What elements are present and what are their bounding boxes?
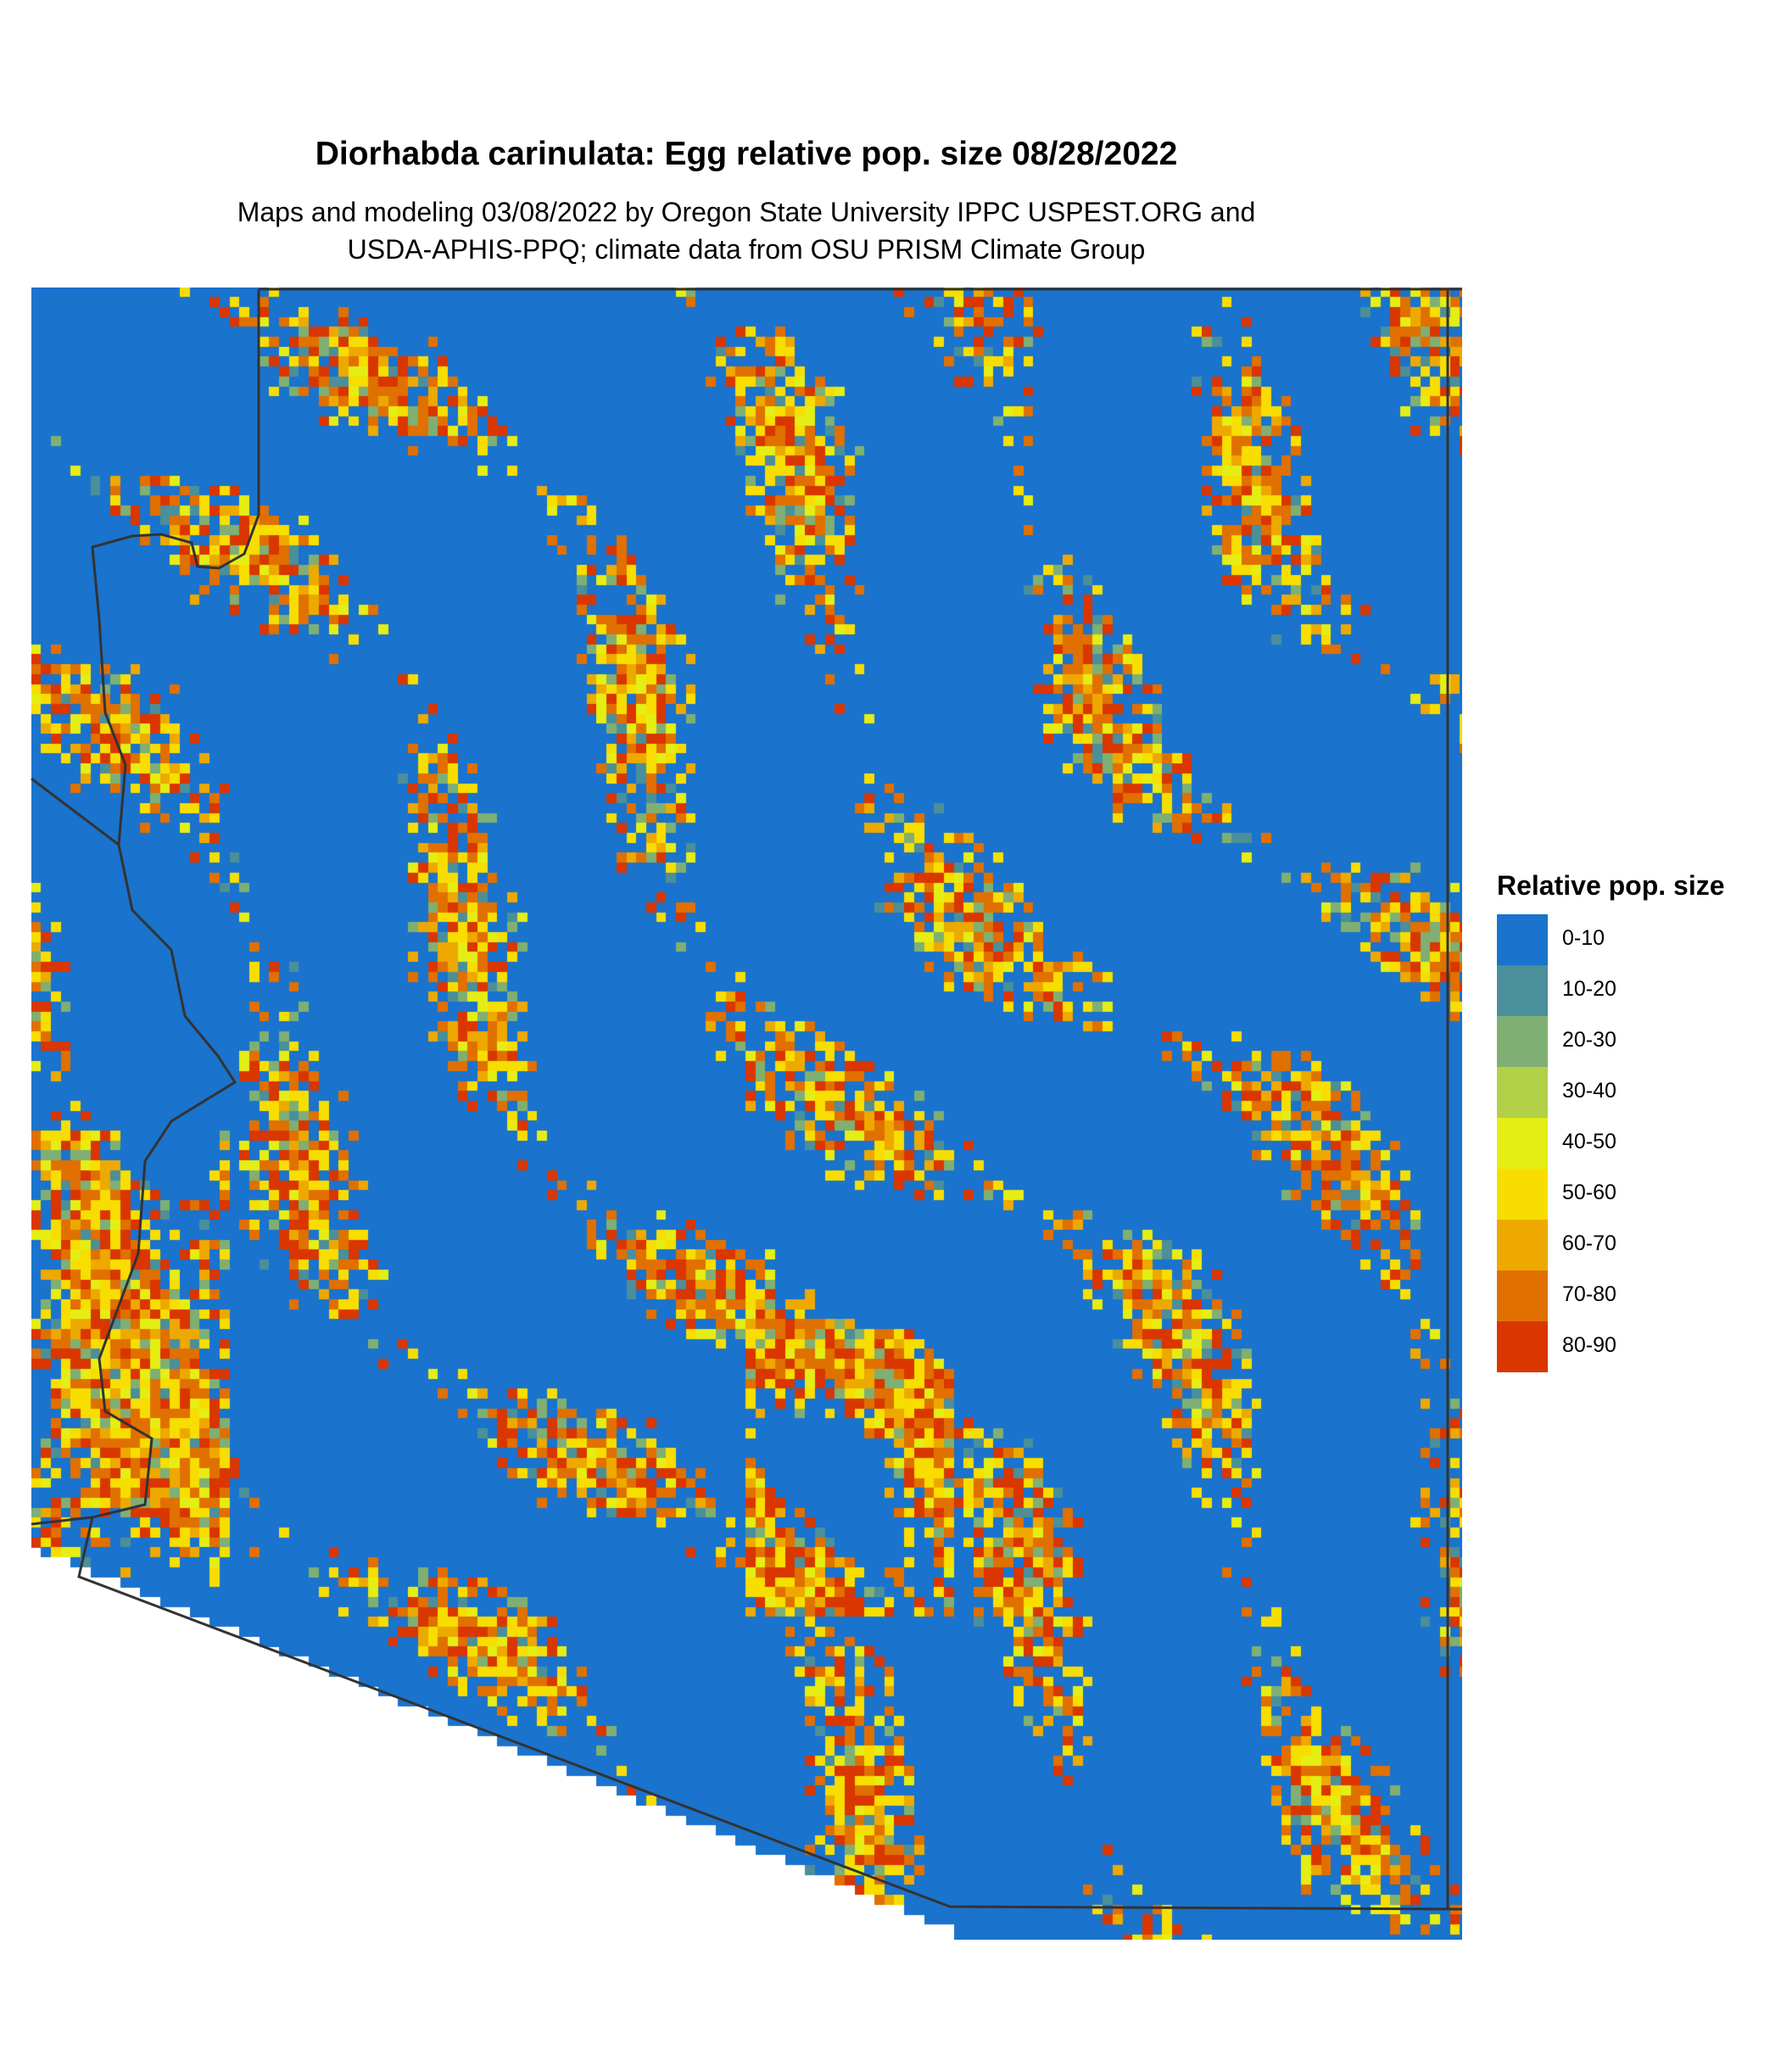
legend-item: 80-90 [1497,1321,1751,1372]
legend-swatch [1497,1118,1548,1169]
legend-label: 0-10 [1562,926,1605,950]
legend-item: 50-60 [1497,1169,1751,1220]
legend-swatch [1497,1016,1548,1067]
legend-label: 30-40 [1562,1079,1616,1103]
legend-label: 70-80 [1562,1282,1616,1306]
legend-item: 20-30 [1497,1016,1751,1067]
legend-swatch [1497,1220,1548,1271]
population-raster-map [31,288,1462,1940]
map-subtitle: Maps and modeling 03/08/2022 by Oregon S… [0,193,1493,268]
legend-item: 0-10 [1497,914,1751,965]
legend-item: 60-70 [1497,1220,1751,1271]
legend-label: 20-30 [1562,1028,1616,1052]
subtitle-line-1: Maps and modeling 03/08/2022 by Oregon S… [237,197,1256,227]
legend-label: 10-20 [1562,977,1616,1001]
legend-swatch [1497,1169,1548,1220]
subtitle-line-2: USDA-APHIS-PPQ; climate data from OSU PR… [347,234,1146,265]
legend-title: Relative pop. size [1497,870,1725,901]
legend-item: 30-40 [1497,1067,1751,1118]
legend-swatch [1497,914,1548,965]
legend-label: 40-50 [1562,1130,1616,1153]
legend-swatch [1497,1321,1548,1372]
legend-item: 70-80 [1497,1271,1751,1321]
legend-label: 60-70 [1562,1231,1616,1255]
legend-item: 10-20 [1497,965,1751,1016]
legend-label: 80-90 [1562,1333,1616,1357]
map-title: Diorhabda carinulata: Egg relative pop. … [315,136,1178,172]
legend-swatch [1497,965,1548,1016]
legend-swatch [1497,1067,1548,1118]
legend-item: 40-50 [1497,1118,1751,1169]
legend-swatch [1497,1271,1548,1321]
legend-label: 50-60 [1562,1181,1616,1204]
